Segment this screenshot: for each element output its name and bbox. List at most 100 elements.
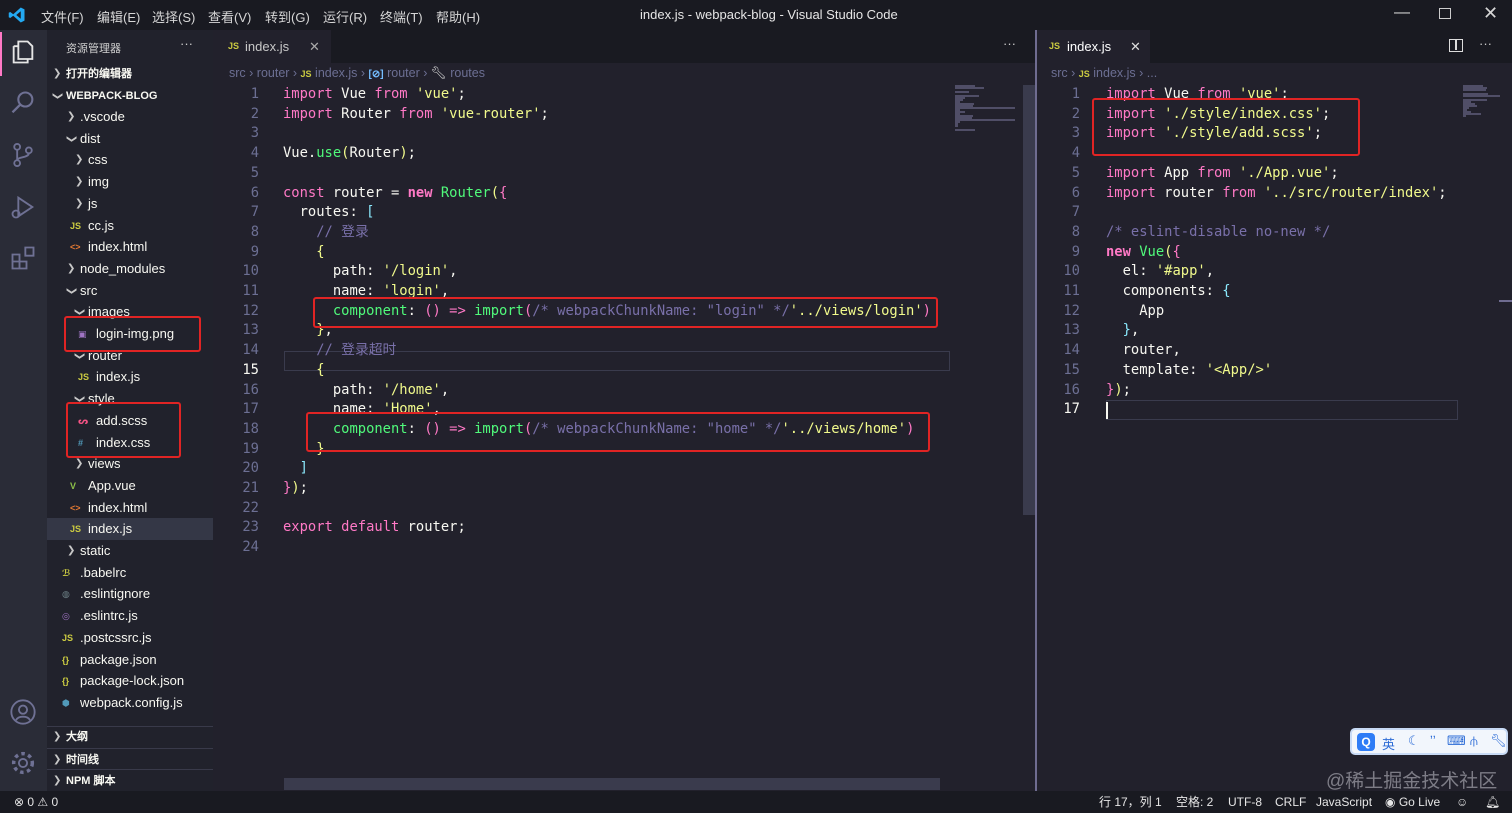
tree-folder[interactable]: ❯ static (47, 540, 213, 562)
tree-file[interactable]: <> index.html (47, 236, 213, 258)
breadcrumb-file[interactable]: index.js (1093, 66, 1136, 80)
breadcrumb-more[interactable]: ... (1146, 66, 1158, 80)
settings-gear-icon[interactable] (9, 749, 37, 777)
menu-go[interactable]: 转到(G) (265, 10, 310, 25)
source-control-icon[interactable] (9, 141, 37, 169)
breadcrumb-src[interactable]: src (229, 66, 246, 80)
vertical-scrollbar[interactable] (1499, 300, 1512, 302)
tree-file[interactable]: ⬢ webpack.config.js (47, 692, 213, 714)
tree-folder[interactable]: ❯ style (47, 388, 213, 410)
encoding[interactable]: UTF-8 (1228, 795, 1262, 809)
code-token: , (432, 401, 441, 418)
close-tab-icon[interactable]: ✕ (1130, 39, 1141, 54)
tree-file[interactable]: # index.css (47, 432, 213, 454)
indentation[interactable]: 空格: 2 (1176, 795, 1214, 809)
tab-index-js[interactable]: JS index.js ✕ (215, 30, 331, 63)
project-section[interactable]: ❯ WEBPACK-BLOG (47, 85, 213, 107)
editor-more-button[interactable]: ··· (1479, 36, 1492, 51)
minimap[interactable] (951, 85, 1021, 791)
menu-edit[interactable]: 编辑(E) (97, 10, 141, 25)
ime-keyboard-icon[interactable]: ⌨ (1447, 733, 1466, 748)
ime-toolbar[interactable]: Q 英 ☾ ʼʼ ⌨ ⫛ 🔧︎ (1350, 728, 1508, 755)
vertical-scrollbar[interactable] (1023, 85, 1035, 515)
menu-view[interactable]: 查看(V) (208, 10, 252, 25)
npm-scripts-section[interactable]: ❯ NPM 脚本 (47, 769, 213, 791)
ime-punct-icon[interactable]: ʼʼ (1430, 733, 1436, 748)
editor-split-divider[interactable] (1035, 30, 1037, 791)
cursor-position[interactable]: 行 17，列 1 (1099, 795, 1162, 809)
language-mode[interactable]: JavaScript (1316, 795, 1373, 809)
tree-file[interactable]: ℬ .babelrc (47, 562, 213, 584)
feedback-icon[interactable]: ☺ (1456, 795, 1469, 809)
go-live-button[interactable]: ◉ Go Live (1385, 791, 1440, 813)
close-tab-icon[interactable]: ✕ (309, 39, 320, 54)
problems-indicator[interactable]: ⊗ 0 ⚠ 0 (14, 795, 59, 809)
tree-folder[interactable]: ❯ src (47, 280, 213, 302)
menu-file[interactable]: 文件(F) (41, 10, 84, 25)
breadcrumb-router[interactable]: router (256, 66, 290, 80)
tree-folder[interactable]: ❯ .vscode (47, 106, 213, 128)
menu-help[interactable]: 帮助(H) (436, 10, 481, 25)
menu-selection[interactable]: 选择(S) (152, 10, 196, 25)
split-editor-icon[interactable] (1449, 39, 1463, 52)
line-ending[interactable]: CRLF (1275, 795, 1307, 809)
minimap[interactable] (1459, 85, 1500, 791)
tree-folder[interactable]: ❯ images (47, 301, 213, 323)
tree-file[interactable]: V App.vue (47, 475, 213, 497)
restore-button[interactable] (1439, 8, 1451, 19)
tree-file[interactable]: JS cc.js (47, 215, 213, 237)
tree-folder[interactable]: ❯ dist (47, 128, 213, 150)
tree-folder[interactable]: ❯ views (47, 453, 213, 475)
code-token (283, 244, 316, 260)
tree-file[interactable]: JS index.js (47, 366, 213, 388)
breadcrumb-file[interactable]: index.js (315, 66, 358, 80)
tree-file[interactable]: JS .postcssrc.js (47, 627, 213, 649)
run-debug-icon[interactable] (9, 193, 37, 221)
editor-more-button[interactable]: ··· (1003, 36, 1016, 51)
close-window-button[interactable]: ✕ (1483, 3, 1499, 23)
tree-folder[interactable]: ❯ router (47, 345, 213, 367)
code-token: '#app' (1155, 263, 1206, 280)
tree-file[interactable]: ◍ .eslintignore (47, 583, 213, 605)
tree-file[interactable]: {} package-lock.json (47, 670, 213, 692)
breadcrumb-src[interactable]: src (1051, 66, 1068, 80)
minimize-button[interactable]: — (1394, 4, 1410, 21)
extensions-icon[interactable] (9, 244, 37, 272)
explorer-icon[interactable] (9, 38, 37, 66)
error-count: 0 (27, 795, 35, 809)
tree-file[interactable]: ▣ login-img.png (47, 323, 213, 345)
ime-tools-icon[interactable]: ⫛ (1470, 733, 1478, 748)
tree-file[interactable]: ᔕ add.scss (47, 410, 213, 432)
outline-section[interactable]: ❯ 大纲 (47, 726, 213, 748)
tree-file[interactable]: <> index.html (47, 497, 213, 519)
ime-language-toggle[interactable]: 英 (1382, 737, 1396, 752)
tree-folder[interactable]: ❯ js (47, 193, 213, 215)
open-editors-section[interactable]: ❯ 打开的编辑器 (47, 63, 213, 85)
search-icon[interactable] (9, 89, 37, 117)
menu-run[interactable]: 运行(R) (323, 10, 368, 25)
code-token: Vue (332, 86, 375, 102)
tree-folder[interactable]: ❯ img (47, 171, 213, 193)
code-token: App (1155, 164, 1198, 181)
sidebar-more-button[interactable]: ··· (180, 36, 193, 51)
notifications-bell-icon[interactable]: 🔔︎ (1485, 795, 1501, 809)
breadcrumb-symbol[interactable]: router (387, 66, 420, 80)
ime-moon-icon[interactable]: ☾ (1408, 733, 1420, 748)
ime-wrench-icon[interactable]: 🔧︎ (1490, 733, 1507, 748)
code-token: import (1106, 86, 1156, 102)
horizontal-scrollbar[interactable] (284, 778, 940, 790)
timeline-section[interactable]: ❯ 时间线 (47, 748, 213, 770)
tab-index-js-active[interactable]: JS index.js ✕ (1037, 30, 1150, 63)
tree-file[interactable]: JS index.js (47, 518, 213, 541)
account-icon[interactable] (9, 698, 37, 726)
breadcrumb-property[interactable]: routes (450, 66, 485, 80)
tree-item-label: .eslintrc.js (80, 608, 138, 624)
menu-terminal[interactable]: 终端(T) (380, 10, 423, 25)
code-token: ; (299, 480, 308, 496)
tree-file[interactable]: ◎ .eslintrc.js (47, 605, 213, 627)
tree-folder[interactable]: ❯ css (47, 149, 213, 171)
tree-folder[interactable]: ❯ node_modules (47, 258, 213, 280)
tree-file[interactable]: {} package.json (47, 649, 213, 671)
code-token: '../src/router/index' (1263, 184, 1439, 201)
chevron-down-icon: ❯ (74, 308, 86, 317)
